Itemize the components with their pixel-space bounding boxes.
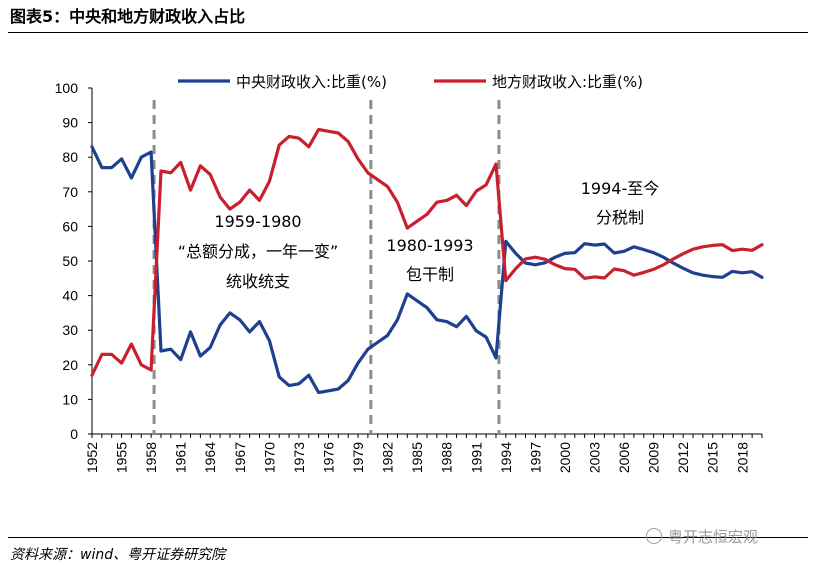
period-annotation: 1994-至今: [581, 179, 660, 198]
watermark: 粤开志恒宏观: [646, 527, 758, 547]
x-tick-label: 1985: [409, 442, 425, 473]
y-tick-label: 10: [62, 391, 78, 407]
footer-divider: [8, 537, 808, 538]
header-divider: [8, 32, 808, 33]
x-tick-label: 2009: [646, 442, 662, 473]
x-tick-label: 1973: [291, 442, 307, 473]
x-tick-label: 1991: [468, 442, 484, 473]
y-tick-label: 70: [62, 184, 78, 200]
period-annotation: “总额分成，一年一变”: [178, 242, 339, 261]
x-tick-label: 2003: [587, 442, 603, 473]
x-tick-label: 1979: [350, 442, 366, 473]
x-tick-label: 2018: [734, 442, 750, 473]
period-annotation: 1959-1980: [214, 212, 301, 231]
x-tick-label: 1955: [114, 442, 130, 473]
page-title: 图表5：中央和地方财政收入占比: [10, 7, 246, 26]
x-tick-label: 1997: [527, 442, 543, 473]
period-annotation: 统收统支: [226, 272, 290, 291]
x-tick-label: 2000: [557, 442, 573, 473]
y-tick-label: 60: [62, 218, 78, 234]
x-tick-label: 2012: [675, 442, 691, 473]
x-tick-label: 1994: [498, 442, 514, 473]
y-tick-label: 90: [62, 115, 78, 131]
y-tick-label: 20: [62, 357, 78, 373]
x-tick-label: 1964: [202, 442, 218, 473]
y-tick-label: 0: [70, 426, 78, 442]
x-tick-label: 1958: [143, 442, 159, 473]
wechat-icon: [646, 528, 662, 544]
x-tick-label: 1961: [173, 442, 189, 473]
period-annotation: 包干制: [406, 265, 454, 284]
legend-label-local: 地方财政收入:比重(%): [492, 73, 643, 91]
x-tick-label: 1988: [439, 442, 455, 473]
y-tick-label: 50: [62, 253, 78, 269]
source-note: 资料来源：wind、粤开证券研究院: [10, 547, 226, 563]
watermark-text: 粤开志恒宏观: [668, 528, 759, 546]
x-tick-label: 1970: [261, 442, 277, 473]
x-tick-label: 2015: [705, 442, 721, 473]
x-tick-label: 2006: [616, 442, 632, 473]
local-revenue-line: [90, 127, 764, 377]
legend-label-central: 中央财政收入:比重(%): [236, 73, 387, 91]
y-tick-label: 80: [62, 149, 78, 165]
central-revenue-line: [90, 145, 764, 395]
y-tick-label: 40: [62, 288, 78, 304]
y-tick-label: 100: [55, 80, 79, 96]
period-annotation: 分税制: [596, 208, 644, 227]
x-tick-label: 1967: [232, 442, 248, 473]
y-tick-label: 30: [62, 322, 78, 338]
x-tick-label: 1976: [320, 442, 336, 473]
x-tick-label: 1952: [84, 442, 100, 473]
x-tick-label: 1982: [380, 442, 396, 473]
period-annotation: 1980-1993: [386, 236, 473, 255]
